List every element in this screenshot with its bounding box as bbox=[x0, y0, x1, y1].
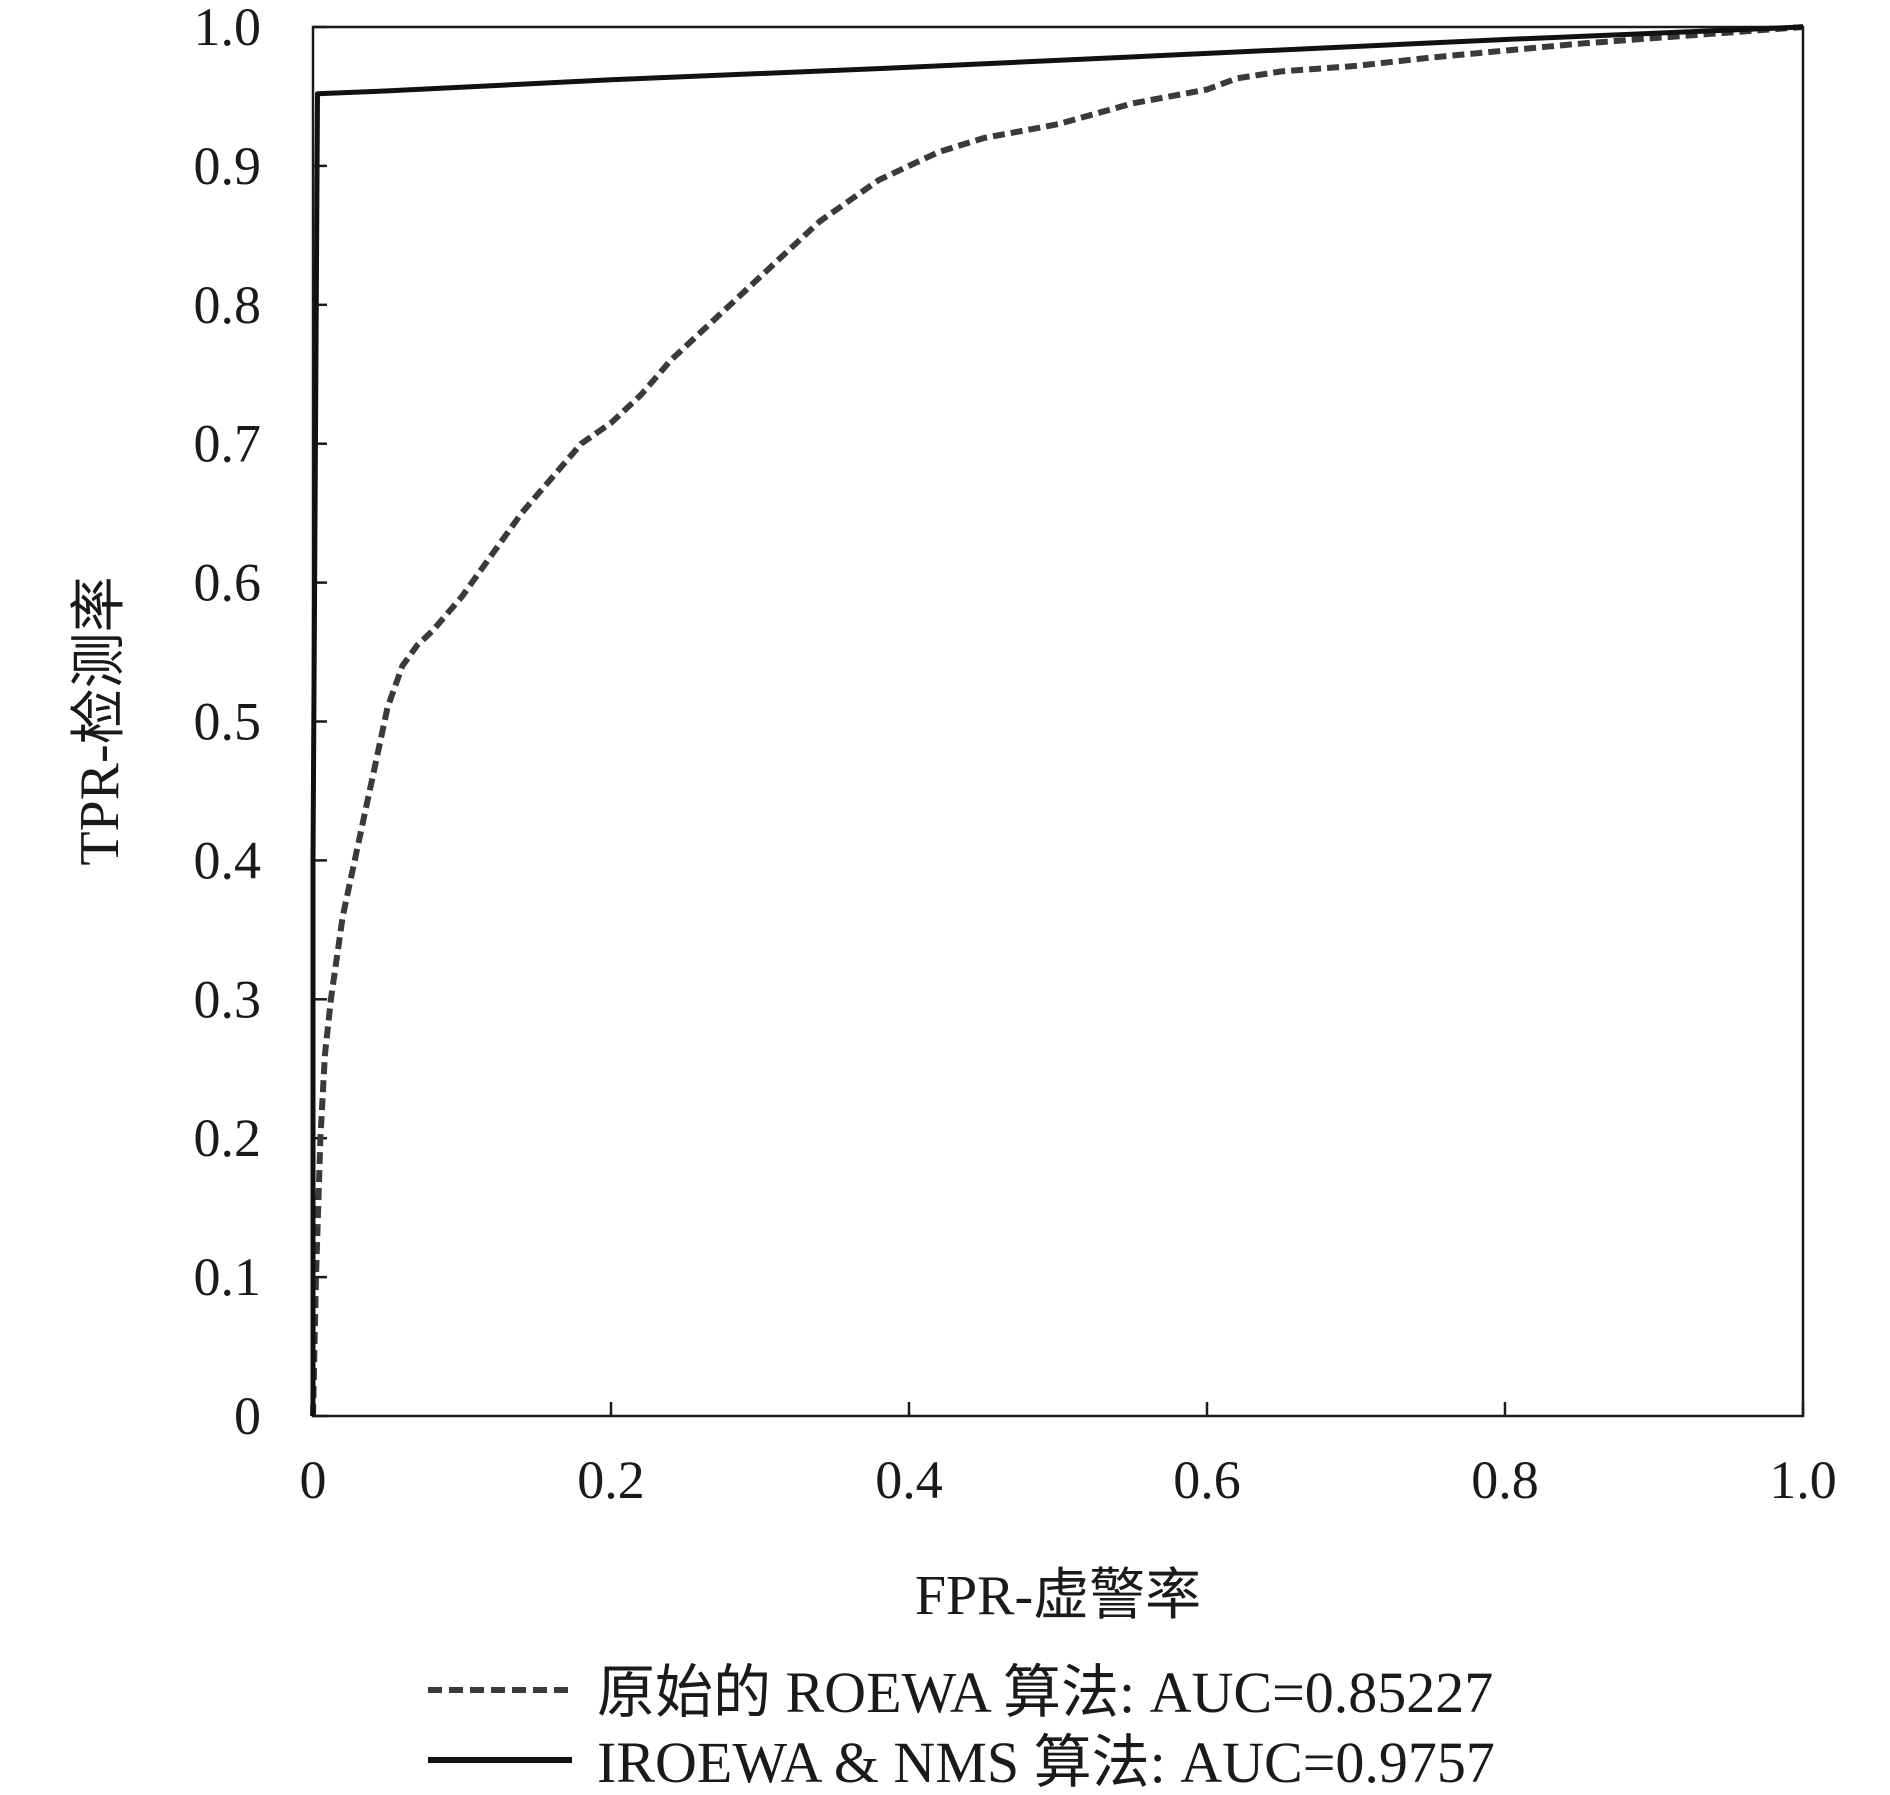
x-tick-label: 0 bbox=[300, 1450, 327, 1510]
series-line-roewa bbox=[310, 24, 1804, 1417]
legend-label-iroewa-nms: IROEWA & NMS 算法: AUC=0.9757 bbox=[597, 1730, 1495, 1795]
x-tick-label: 0.6 bbox=[1173, 1450, 1241, 1510]
legend: 原始的 ROEWA 算法: AUC=0.85227 IROEWA & NMS 算… bbox=[428, 1660, 1495, 1795]
y-tick-label: 0.2 bbox=[194, 1108, 262, 1168]
y-tick-label: 0.6 bbox=[194, 553, 262, 613]
legend-label-roewa: 原始的 ROEWA 算法: AUC=0.85227 bbox=[597, 1660, 1493, 1725]
y-tick-label: 0.3 bbox=[194, 969, 262, 1029]
x-tick-label: 0.4 bbox=[875, 1450, 943, 1510]
series-layer bbox=[310, 24, 1804, 1417]
y-tick-label: 0 bbox=[234, 1386, 261, 1446]
y-tick-label: 0.8 bbox=[194, 275, 262, 335]
x-tick-label: 0.8 bbox=[1471, 1450, 1539, 1510]
y-tick-label: 0.7 bbox=[194, 414, 262, 474]
x-axis-title: FPR-虚警率 bbox=[915, 1565, 1201, 1627]
x-tick-label: 1.0 bbox=[1769, 1450, 1837, 1510]
y-tick-label: 0.9 bbox=[194, 136, 262, 196]
y-tick-label: 0.5 bbox=[194, 692, 262, 752]
y-tick-label: 1.0 bbox=[194, 0, 262, 57]
x-axis: 0 0.2 0.4 0.6 0.8 1.0 bbox=[300, 1402, 1837, 1510]
series-line-iroewa-nms bbox=[310, 24, 1804, 1416]
x-tick-label: 0.2 bbox=[577, 1450, 645, 1510]
plot-frame bbox=[311, 25, 1805, 1418]
y-axis: 0 0.1 0.2 0.3 0.4 0.5 0.6 0.7 0.8 0.9 1.0 bbox=[194, 0, 327, 1446]
y-tick-label: 0.4 bbox=[194, 830, 262, 890]
y-tick-label: 0.1 bbox=[194, 1247, 262, 1307]
y-axis-title: TPR-检测率 bbox=[69, 576, 131, 865]
